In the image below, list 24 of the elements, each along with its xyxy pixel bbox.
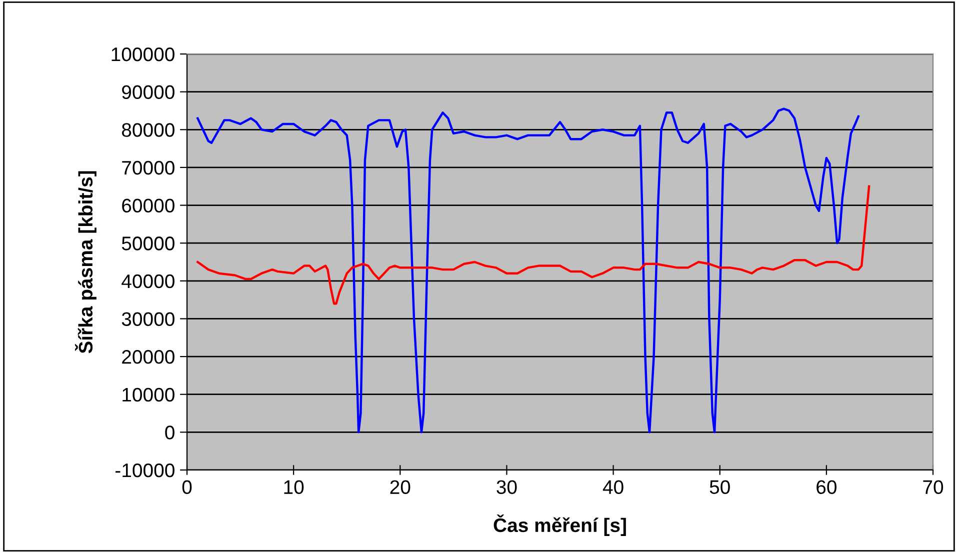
y-axis-title: Šířka pásma [kbit/s] <box>74 171 96 354</box>
x-tick-label: 10 <box>284 480 304 494</box>
x-tick-label: 20 <box>390 480 410 494</box>
x-tick-label: 0 <box>182 480 192 494</box>
y-tick-label: 20000 <box>122 350 174 364</box>
y-tick-label: -10000 <box>116 463 174 478</box>
x-tick-label: 70 <box>923 480 944 494</box>
line-series <box>196 108 860 434</box>
y-tick-label: 10000 <box>122 388 174 402</box>
y-tick-label: 30000 <box>122 312 174 326</box>
y-tick-label: 70000 <box>122 160 174 175</box>
y-tick-label: 40000 <box>122 274 174 288</box>
y-tick-label: 60000 <box>122 198 174 213</box>
x-axis-title: Čas měření [s] <box>494 514 626 536</box>
x-tick-label: 30 <box>496 480 517 494</box>
x-tick-label: 60 <box>816 480 836 494</box>
y-tick-label: 0 <box>165 426 174 440</box>
y-tick-label: 100000 <box>112 47 174 62</box>
y-tick-label: 80000 <box>122 123 174 137</box>
x-tick-label: 40 <box>602 480 624 494</box>
y-tick-label: 90000 <box>122 85 174 100</box>
line-series <box>196 185 870 305</box>
y-tick-label: 50000 <box>122 236 174 250</box>
x-tick-label: 50 <box>710 480 730 494</box>
